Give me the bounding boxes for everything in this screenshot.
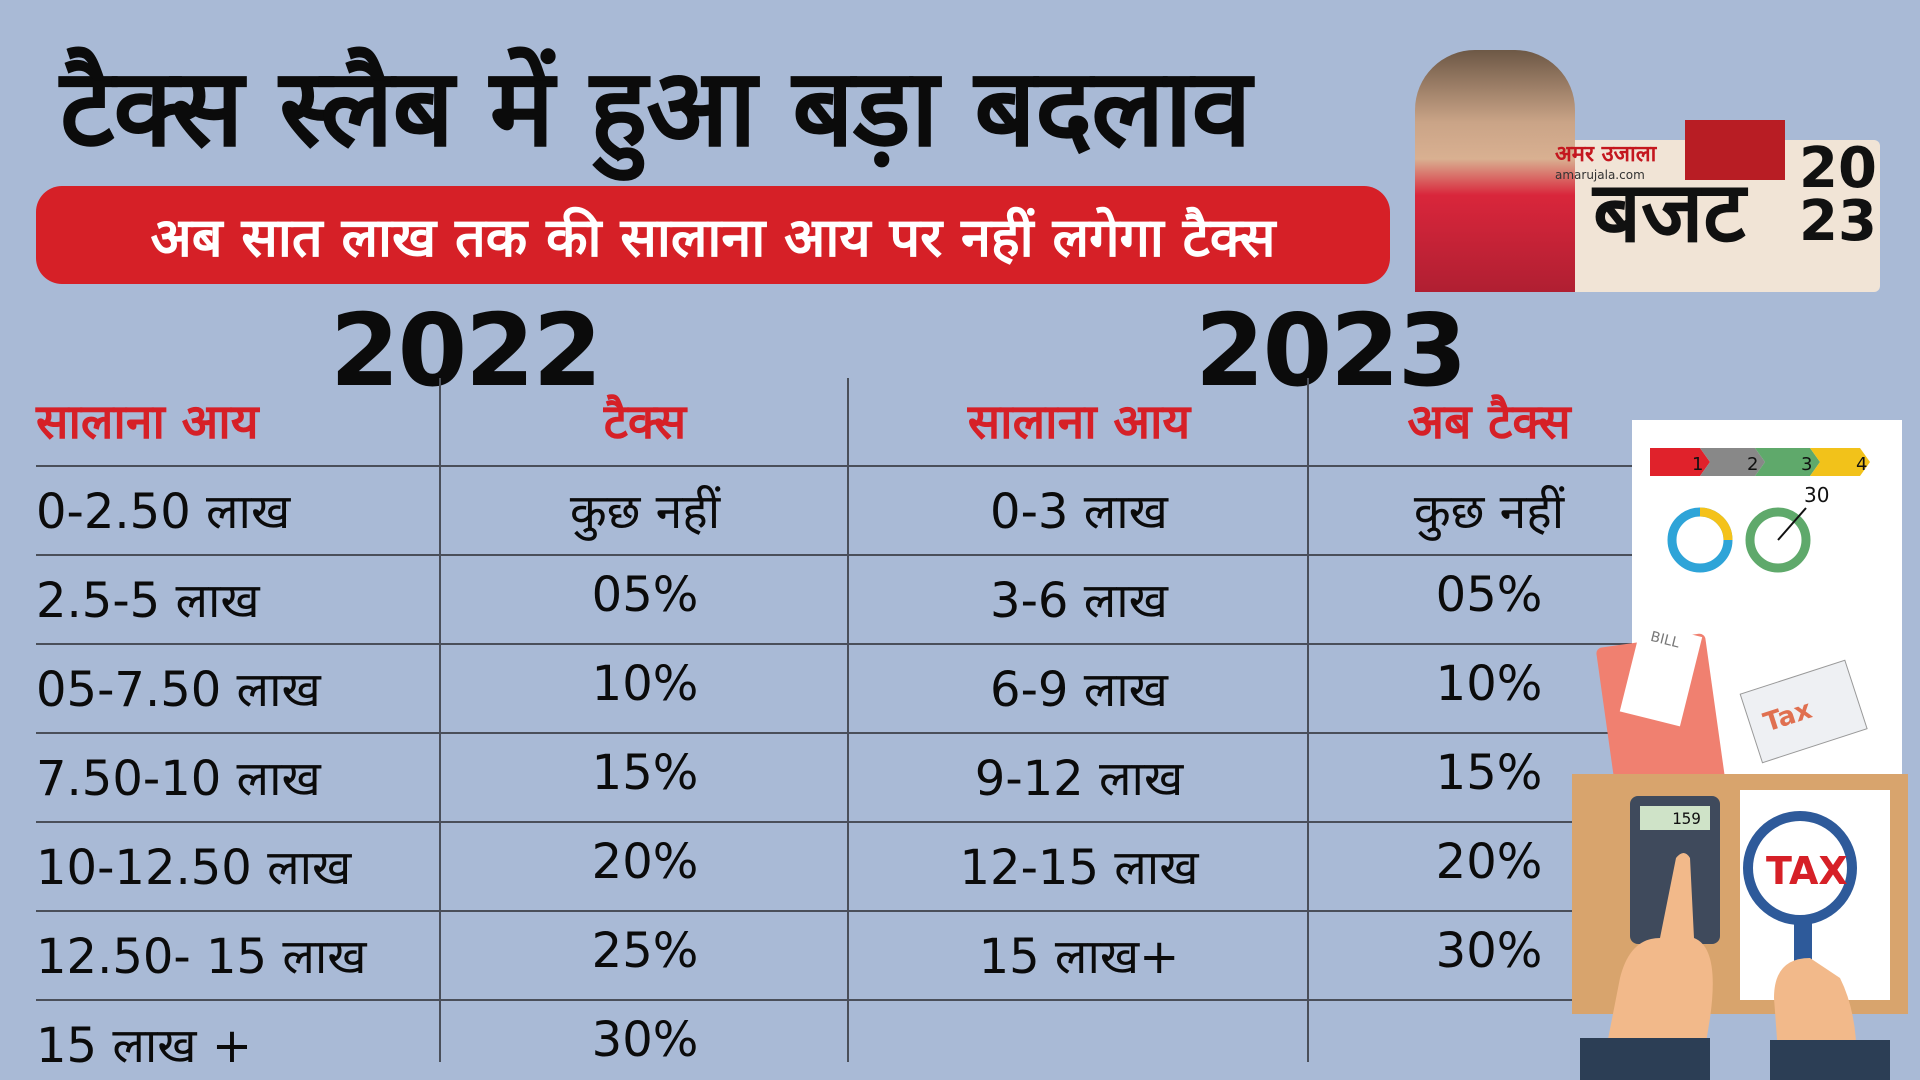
budget-year-top: 20 <box>1799 136 1877 201</box>
bill-label: BILL <box>1649 629 1682 652</box>
header-income-2022: सालाना आय <box>36 394 259 450</box>
calculator-display <box>1640 806 1710 830</box>
finance-minister-portrait <box>1415 50 1575 292</box>
row-2022-income: 7.50-10 लाख <box>36 751 321 807</box>
row-2022-income: 15 लाख + <box>36 1018 253 1074</box>
row-2022-income: 05-7.50 लाख <box>36 662 321 718</box>
bill-icon <box>1619 622 1703 727</box>
budget-year: 20 23 <box>1799 136 1877 255</box>
year-2023: 2023 <box>1195 292 1467 409</box>
row-2023-income: 6-9 लाख <box>990 662 1168 718</box>
step-label: 3 <box>1801 454 1812 475</box>
row-2022-tax: 25% <box>591 923 699 979</box>
header-tax-2022: टैक्स <box>603 394 687 450</box>
row-2022-tax: कुछ नहीं <box>569 484 721 540</box>
step-label: 4 <box>1856 454 1867 475</box>
row-divider <box>36 643 1636 645</box>
header-tax-2023: अब टैक्स <box>1407 394 1571 450</box>
brand-website: amarujala.com <box>1555 168 1645 182</box>
row-2023-tax: कुछ नहीं <box>1413 484 1565 540</box>
row-2023-income: 3-6 लाख <box>990 573 1168 629</box>
row-2022-income: 0-2.50 लाख <box>36 484 291 540</box>
brand-name: अमर उजाला <box>1555 142 1657 167</box>
calculator-readout: 159 <box>1672 809 1701 828</box>
gauge-chart-icon <box>1745 507 1811 573</box>
step-label: 2 <box>1747 454 1758 475</box>
step-label: 1 <box>1692 454 1703 475</box>
hand-pointing-icon <box>1600 853 1713 1080</box>
row-divider <box>36 999 1636 1001</box>
right-sleeve <box>1770 1040 1890 1080</box>
row-2022-tax: 20% <box>591 834 699 890</box>
tax-illustration: 1 2 3 4 30 BILL Tax 159 TAX <box>1572 420 1908 1080</box>
row-2023-tax: 05% <box>1435 567 1543 623</box>
step-arrow <box>1650 448 1710 476</box>
subtitle-banner: अब सात लाख तक की सालाना आय पर नहीं लगेगा… <box>36 186 1390 284</box>
table-divider <box>847 378 849 1062</box>
budget-word: बजट <box>1593 163 1746 261</box>
row-2023-income: 9-12 लाख <box>974 751 1184 807</box>
gauge-value: 30 <box>1804 483 1829 507</box>
subtitle-text: अब सात लाख तक की सालाना आय पर नहीं लगेगा… <box>150 206 1276 269</box>
budget-badge: अमर उजाला amarujala.com बजट 20 23 <box>1415 50 1880 292</box>
row-2023-tax: 30% <box>1435 923 1543 979</box>
budget-year-bottom: 23 <box>1799 189 1877 255</box>
magnifier-label: TAX <box>1766 849 1848 893</box>
envelope-body <box>1739 659 1868 764</box>
step-arrow <box>1755 448 1820 476</box>
row-2022-tax: 15% <box>591 745 699 801</box>
gauge-needle <box>1777 507 1807 541</box>
row-2022-tax: 10% <box>591 656 699 712</box>
year-2022: 2022 <box>330 292 602 409</box>
row-2023-income: 15 लाख+ <box>978 929 1180 985</box>
step-arrow <box>1700 448 1765 476</box>
headline: टैक्स स्लैब में हुआ बड़ा बदलाव <box>60 46 1252 171</box>
donut-segment <box>1699 507 1733 541</box>
row-divider <box>36 554 1636 556</box>
red-budget-folder <box>1685 120 1785 180</box>
row-2022-tax: 05% <box>591 567 699 623</box>
step-arrow <box>1810 448 1870 476</box>
left-sleeve <box>1580 1038 1710 1080</box>
row-2022-tax: 30% <box>591 1012 699 1068</box>
brand-logo: अमर उजाला amarujala.com <box>1555 138 1656 182</box>
table-divider <box>439 378 441 1062</box>
row-divider <box>36 910 1636 912</box>
row-2023-tax: 10% <box>1435 656 1543 712</box>
row-2023-income: 0-3 लाख <box>990 484 1168 540</box>
row-divider <box>36 732 1636 734</box>
row-2022-income: 12.50- 15 लाख <box>36 929 367 985</box>
row-2023-tax: 15% <box>1435 745 1543 801</box>
table-divider <box>1307 378 1309 1062</box>
row-2022-income: 2.5-5 लाख <box>36 573 260 629</box>
row-2022-income: 10-12.50 लाख <box>36 840 352 896</box>
row-divider <box>36 465 1636 467</box>
header-income-2023: सालाना आय <box>967 394 1191 450</box>
row-2023-tax: 20% <box>1435 834 1543 890</box>
row-divider <box>36 821 1636 823</box>
row-2023-income: 12-15 लाख <box>959 840 1199 896</box>
tax-envelope-icon: Tax <box>1739 659 1868 764</box>
